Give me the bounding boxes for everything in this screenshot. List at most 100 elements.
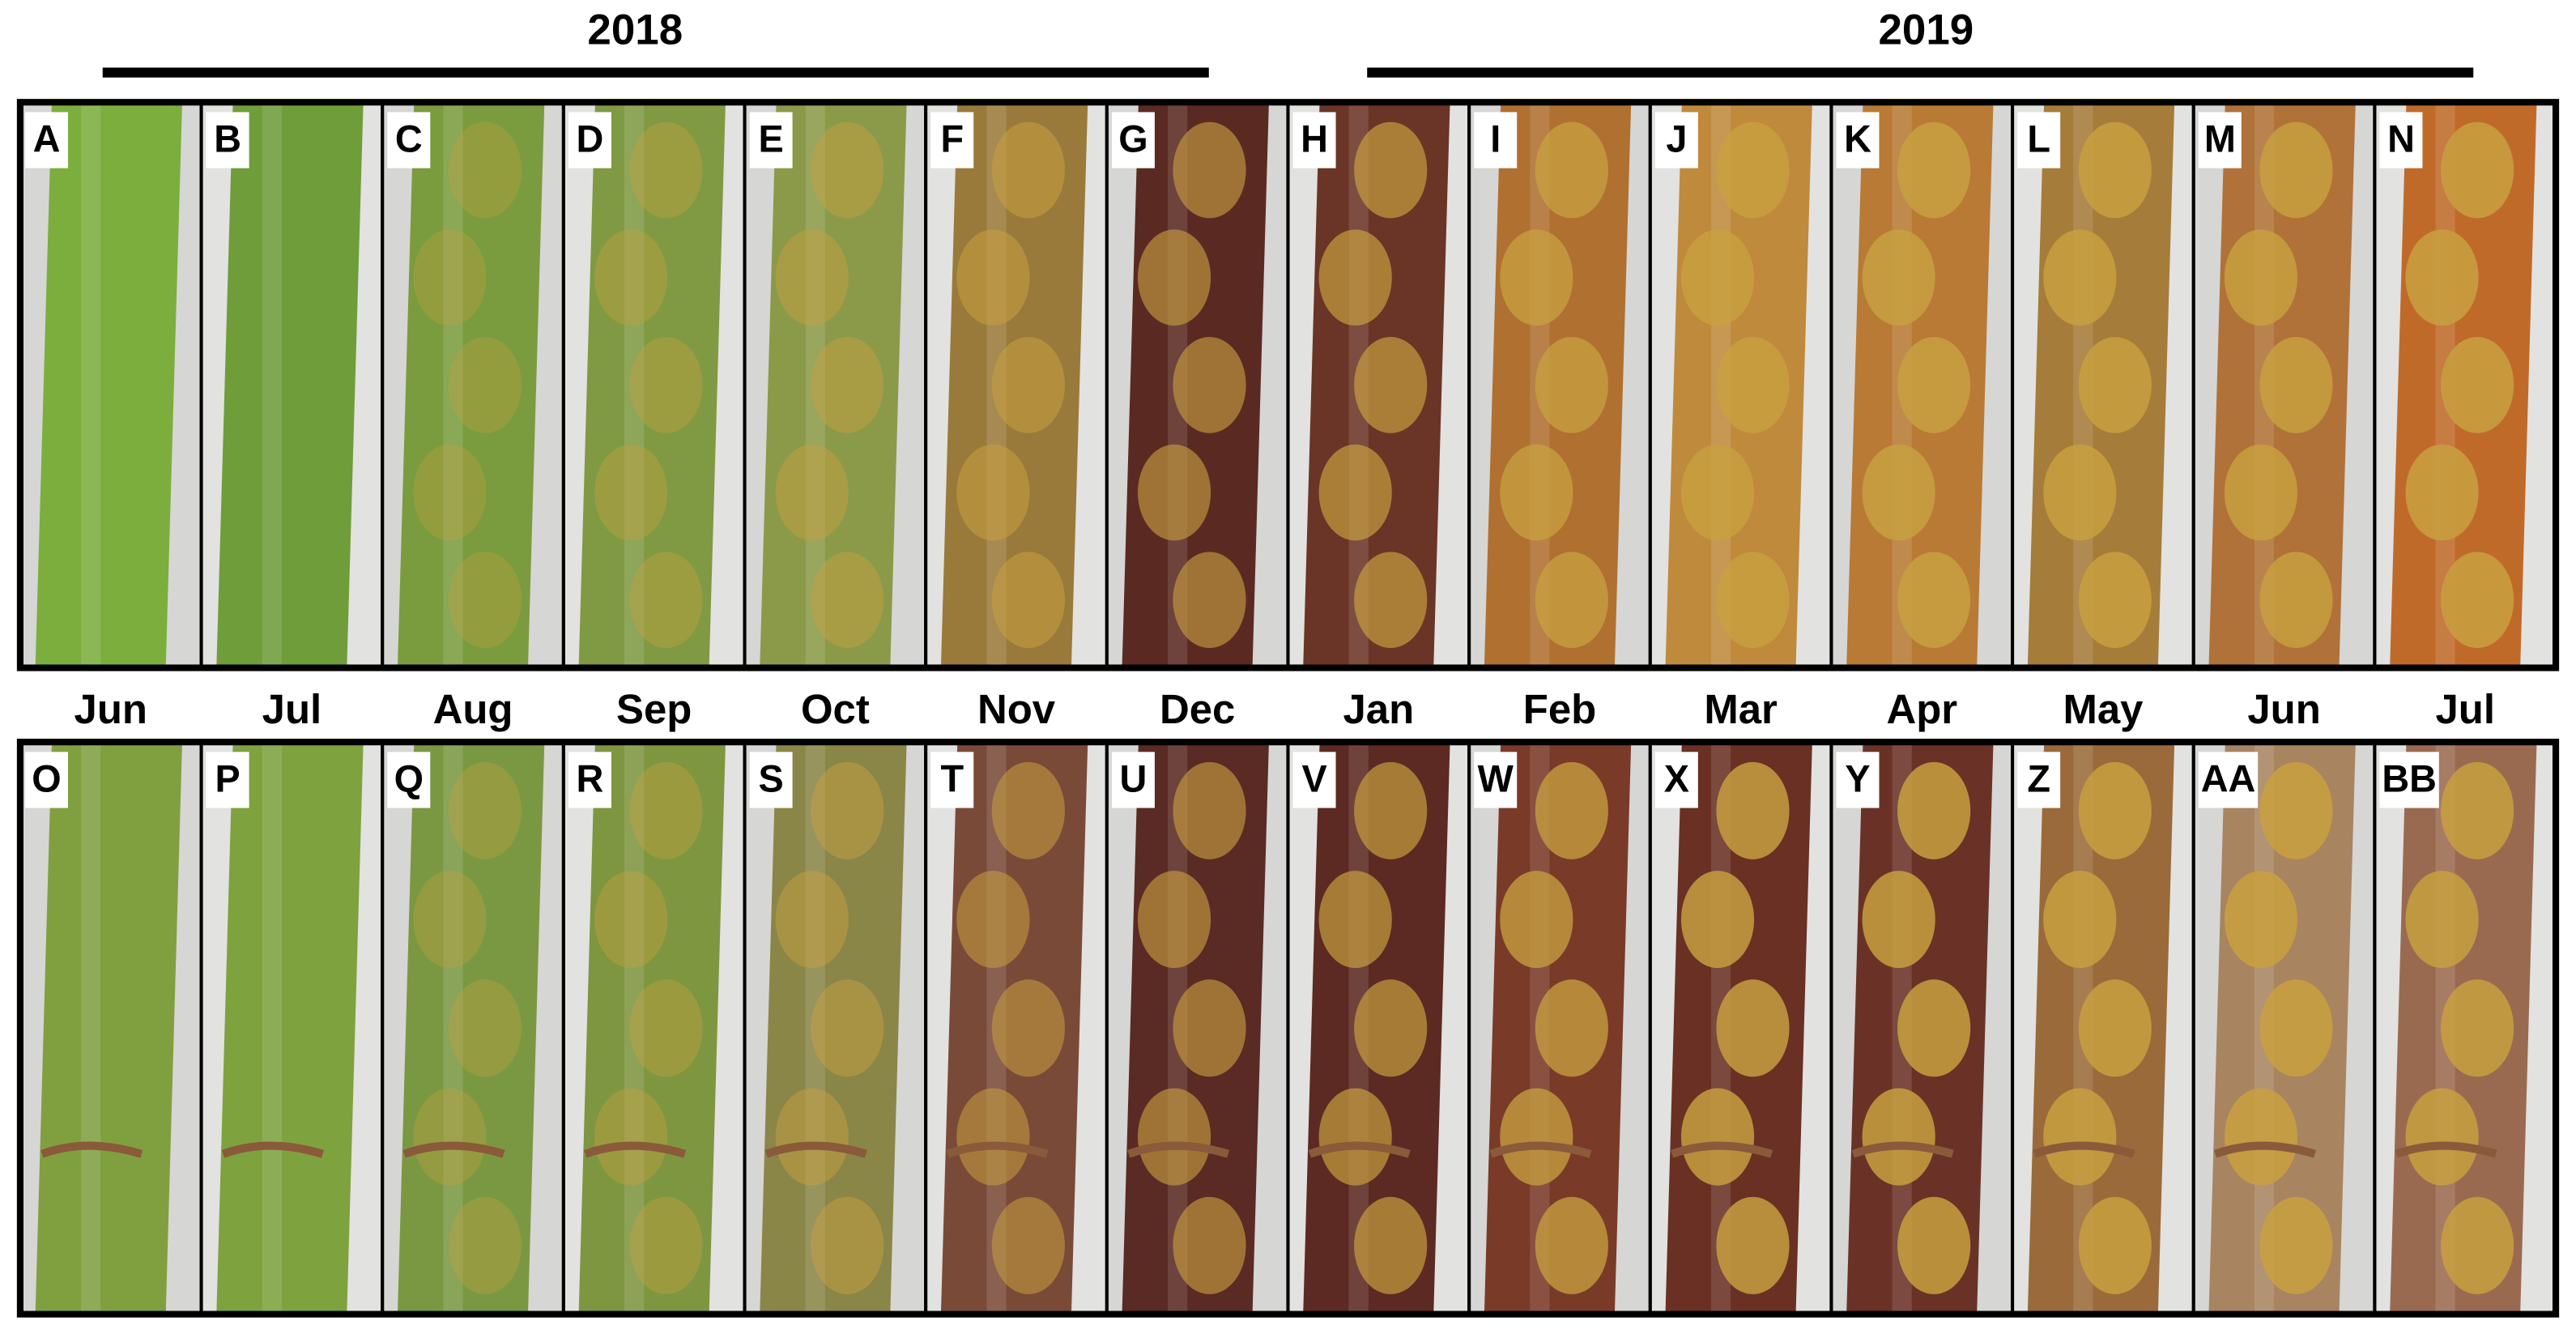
letter-box bbox=[387, 112, 431, 168]
month-label: May bbox=[2063, 686, 2144, 732]
letter-box bbox=[25, 752, 68, 808]
letter-box bbox=[749, 752, 793, 808]
photo-panel: G bbox=[1105, 100, 1290, 670]
panel-letter: B bbox=[214, 117, 241, 160]
lesion bbox=[448, 121, 522, 219]
letter-box bbox=[1474, 752, 1518, 808]
lesion bbox=[991, 979, 1065, 1077]
bud-scar bbox=[946, 1141, 1049, 1158]
letter-box bbox=[2379, 752, 2439, 808]
lesion bbox=[2259, 552, 2333, 649]
lesion bbox=[1862, 229, 1935, 326]
bud-scar bbox=[1851, 1141, 1954, 1158]
lesion bbox=[2441, 979, 2514, 1077]
panel-letter: A bbox=[33, 117, 61, 160]
lesion bbox=[775, 229, 849, 326]
lesion bbox=[629, 761, 703, 859]
month-label: Dec bbox=[1160, 686, 1235, 732]
lesion bbox=[2441, 337, 2514, 433]
lesion bbox=[1137, 229, 1211, 326]
stem bbox=[760, 742, 907, 1315]
photo-panel: S bbox=[743, 740, 928, 1316]
stem-highlight bbox=[81, 102, 101, 668]
photo-panel: P bbox=[199, 740, 385, 1316]
lesion bbox=[1716, 1196, 1790, 1294]
stem-highlight bbox=[443, 742, 463, 1315]
lesion bbox=[1897, 337, 1971, 433]
year-label: 2018 bbox=[587, 6, 683, 54]
lesion bbox=[1897, 1196, 1971, 1294]
lesion bbox=[2224, 871, 2298, 969]
lesion bbox=[1897, 979, 1971, 1077]
lesion bbox=[1354, 761, 1428, 859]
lesion bbox=[2043, 444, 2117, 541]
bud-scar bbox=[2033, 1141, 2135, 1158]
panel-letter: D bbox=[577, 117, 604, 160]
panel-letter: S bbox=[758, 757, 783, 799]
lesion bbox=[448, 761, 522, 859]
lesion bbox=[2078, 1196, 2152, 1294]
panel-letter: H bbox=[1301, 117, 1328, 160]
lesion bbox=[991, 1196, 1065, 1294]
lesion bbox=[1680, 871, 1755, 969]
stem-highlight bbox=[443, 102, 463, 668]
letter-box bbox=[568, 112, 611, 168]
letter-box bbox=[2379, 112, 2423, 168]
year-bar bbox=[102, 67, 1209, 78]
stem bbox=[216, 102, 364, 668]
panel-letter: L bbox=[2027, 117, 2050, 160]
stem bbox=[578, 102, 726, 668]
lesion bbox=[956, 871, 1030, 969]
panel-letter: V bbox=[1301, 757, 1326, 799]
lesion bbox=[2078, 337, 2152, 433]
panel-letter: R bbox=[577, 757, 604, 799]
lesion bbox=[2259, 337, 2333, 433]
panel-letter: M bbox=[2204, 117, 2236, 160]
lesion bbox=[956, 229, 1030, 326]
photo-panel: F bbox=[924, 100, 1109, 670]
letter-box bbox=[749, 112, 793, 168]
bud-scar bbox=[1489, 1141, 1592, 1158]
month-label: Nov bbox=[977, 686, 1056, 732]
lesion bbox=[956, 444, 1030, 541]
letter-box bbox=[206, 752, 249, 808]
panel-letter: O bbox=[32, 757, 61, 799]
stem bbox=[578, 742, 726, 1315]
lesion bbox=[1354, 1196, 1428, 1294]
photo-panel: T bbox=[924, 740, 1109, 1316]
lesion bbox=[2224, 444, 2298, 541]
lesion bbox=[448, 979, 522, 1077]
lesion bbox=[991, 121, 1065, 219]
stem bbox=[35, 102, 183, 668]
letter-box bbox=[2198, 112, 2242, 168]
photo-panel: Y bbox=[1829, 740, 2015, 1316]
lesion bbox=[956, 1088, 1030, 1186]
lesion bbox=[2043, 229, 2117, 326]
lesion bbox=[2078, 552, 2152, 649]
letter-box bbox=[568, 752, 611, 808]
lesion bbox=[2078, 121, 2152, 219]
panel-letter: X bbox=[1664, 757, 1689, 799]
stem-highlight bbox=[262, 102, 282, 668]
panel-letter: BB bbox=[2382, 757, 2437, 799]
lesion bbox=[1535, 337, 1608, 433]
row-border bbox=[16, 99, 2560, 671]
lesion bbox=[1318, 1088, 1392, 1186]
photo-panel: U bbox=[1105, 740, 1290, 1316]
photo-panel: BB bbox=[2373, 740, 2558, 1316]
photo-panel: E bbox=[743, 100, 928, 670]
lesion bbox=[1897, 121, 1971, 219]
panel-letter: Y bbox=[1845, 757, 1870, 799]
panel-letter: AA bbox=[2201, 757, 2256, 799]
stem-highlight bbox=[805, 102, 825, 668]
lesion bbox=[1354, 552, 1428, 649]
lesion bbox=[811, 1196, 884, 1294]
lesion bbox=[991, 761, 1065, 859]
bud-scar bbox=[1308, 1141, 1411, 1158]
bud-scar bbox=[402, 1141, 505, 1158]
panel-letter: K bbox=[1844, 117, 1871, 160]
lesion bbox=[2441, 761, 2514, 859]
lesion bbox=[811, 979, 884, 1077]
panel-letter: N bbox=[2387, 117, 2415, 160]
